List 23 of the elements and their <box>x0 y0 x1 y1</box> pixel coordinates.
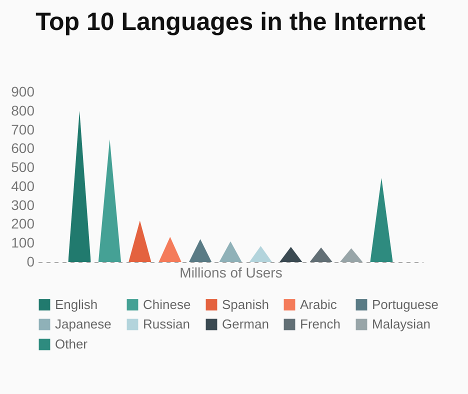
y-tick-label: 400 <box>11 178 35 194</box>
y-tick-label: 900 <box>11 84 35 100</box>
legend-label: Arabic <box>300 296 338 312</box>
legend-label: Portuguese <box>372 296 438 312</box>
legend-label: Russian <box>143 316 190 332</box>
legend-label: Spanish <box>222 296 269 312</box>
y-tick-label: 200 <box>11 216 35 232</box>
y-tick-label: 100 <box>11 234 35 251</box>
x-axis-title: Millions of Users <box>180 264 282 280</box>
legend-label: Malaysian <box>372 316 431 332</box>
legend-label: French <box>300 316 340 332</box>
legend-label: Japanese <box>55 316 112 332</box>
legend-label: Other <box>55 336 88 352</box>
y-tick-label: 600 <box>11 140 35 156</box>
y-tick-label: 0 <box>26 254 35 270</box>
chart-title: Top 10 Languages in the Internet <box>36 8 426 36</box>
y-tick-label: 500 <box>11 159 35 176</box>
y-tick-label: 300 <box>11 196 35 213</box>
y-tick-label: 800 <box>11 102 35 118</box>
legend-label: Chinese <box>143 296 191 312</box>
legend-label: German <box>222 316 269 332</box>
legend-label: English <box>55 296 98 312</box>
y-tick-label: 700 <box>11 121 35 138</box>
